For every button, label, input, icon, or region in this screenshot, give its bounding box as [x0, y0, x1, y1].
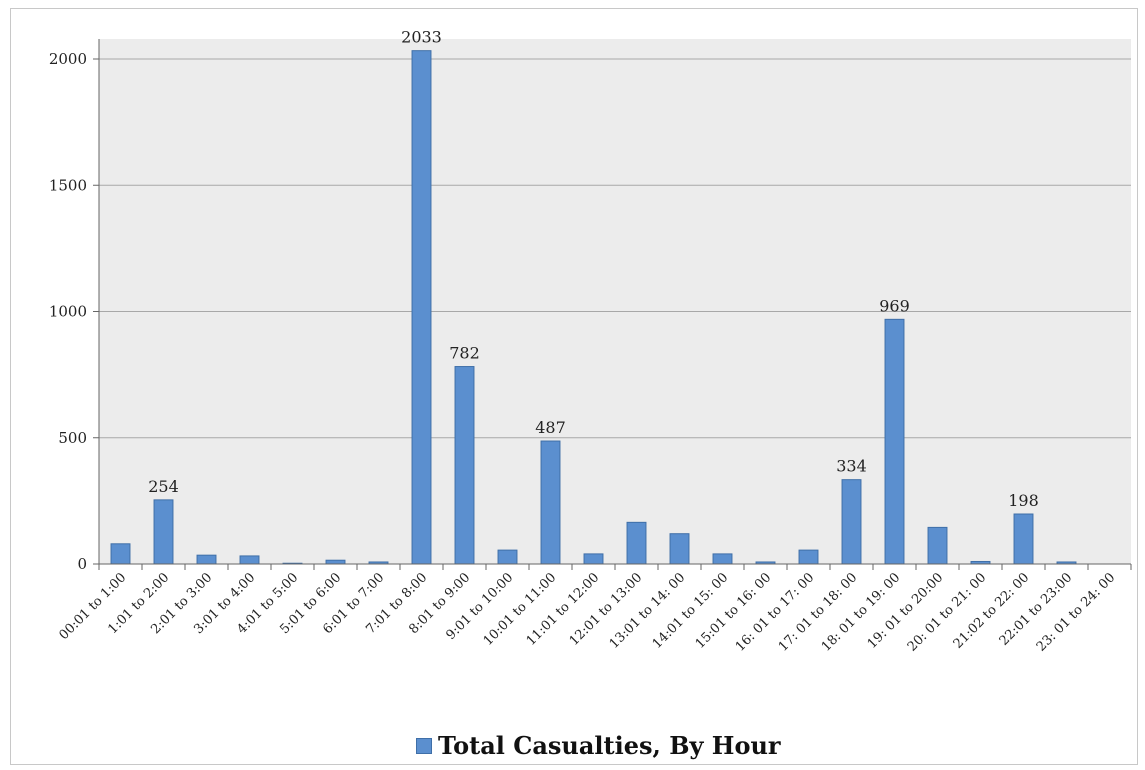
x-tick-label: 18: 01 to 19: 00: [819, 570, 904, 655]
x-tick-label: 17: 01 to 18: 00: [776, 570, 861, 655]
y-tick-label: 2000: [49, 50, 87, 68]
bar: [196, 554, 217, 565]
bar: [884, 318, 905, 565]
x-tick-label: 16: 01 to 17: 00: [733, 570, 818, 655]
bar: [110, 543, 131, 565]
bar: [497, 549, 518, 565]
plot-area: [99, 39, 1131, 564]
x-tick-label: 13:01 to 14: 00: [607, 570, 689, 652]
bar: [411, 50, 432, 565]
bar: [712, 553, 733, 565]
x-tick-label: 20: 01 to 21: 00: [905, 570, 990, 655]
bar: [1013, 513, 1034, 565]
y-tick-label: 500: [58, 429, 87, 447]
data-label: 782: [449, 344, 480, 363]
x-tick-label: 15:01 to 16: 00: [693, 570, 775, 652]
bar: [540, 440, 561, 565]
legend-swatch: [416, 737, 432, 754]
legend: Total Casualties, By Hour: [416, 731, 781, 760]
legend-label: Total Casualties, By Hour: [438, 731, 781, 760]
bar: [153, 499, 174, 565]
bar: [583, 553, 604, 565]
bar: [927, 526, 948, 565]
y-tick-label: 0: [77, 555, 87, 573]
x-tick-label: 21:02 to 22: 00: [951, 570, 1033, 652]
data-label: 969: [879, 296, 910, 315]
y-tick-label: 1000: [49, 303, 87, 321]
data-label: 2033: [401, 28, 442, 47]
bar: [626, 521, 647, 565]
x-tick-label: 22:01 to 23:00: [997, 570, 1076, 649]
data-label: 254: [148, 477, 179, 496]
x-tick-label: 23: 01 to 24: 00: [1034, 570, 1119, 655]
bar: [239, 555, 260, 565]
data-label: 334: [836, 457, 867, 476]
x-tick-label: 11:01 to 12:00: [524, 570, 603, 649]
bar: [798, 549, 819, 565]
y-tick-label: 1500: [49, 176, 87, 194]
x-tick-label: 12:01 to 13:00: [567, 570, 646, 649]
data-label: 487: [535, 418, 566, 437]
bar: [669, 533, 690, 565]
chart-frame: 254 2033 782 487 334 969 198 0 500 1000 1500 2000 …: [10, 8, 1138, 765]
bar: [841, 479, 862, 565]
data-labels: 254 2033 782 487 334 969 198: [148, 28, 1039, 510]
bar: [325, 559, 346, 565]
x-tick-label: 19: 01 to 20:00: [865, 570, 947, 652]
data-label: 198: [1008, 491, 1039, 510]
x-tick-label: 10:01 to 11:00: [481, 570, 560, 649]
x-axis: 00:01 to 1:001:01 to 2:002:01 to 3:003:0…: [57, 563, 1132, 655]
bars: [110, 50, 1077, 565]
bar: [454, 366, 475, 565]
y-axis: 0 500 1000 1500 2000: [49, 39, 100, 573]
x-tick-label: 14:01 to 15: 00: [650, 570, 732, 652]
